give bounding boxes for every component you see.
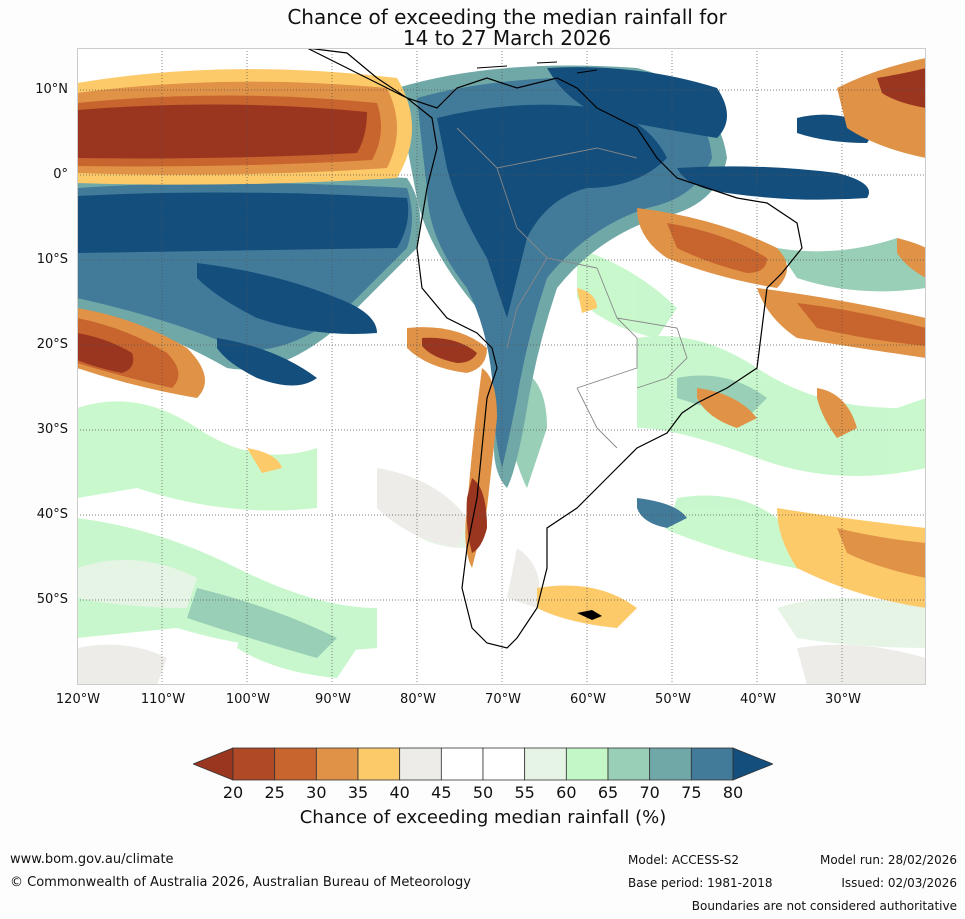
colorbar-tick-label: 75 — [681, 783, 702, 802]
colorbar-tick-label: 80 — [722, 783, 744, 802]
footer-copyright: © Commonwealth of Australia 2026, Austra… — [10, 875, 471, 890]
colorbar-swatch — [565, 747, 609, 781]
colorbar-swatch — [274, 747, 317, 781]
colorbar-tick-label: 20 — [222, 783, 244, 802]
lon-label-110w: 110°W — [140, 692, 186, 707]
colorbar-swatch — [607, 747, 651, 781]
model-run-date: Model run: 28/02/2026 — [819, 853, 957, 867]
lat-label-0: 0° — [53, 167, 68, 182]
colorbar-swatch — [524, 747, 567, 781]
colorbar-swatch — [232, 747, 276, 781]
colorbar — [193, 747, 773, 781]
falkland-islands — [577, 610, 602, 620]
lon-label-80w: 80°W — [400, 692, 436, 707]
base-period: Base period: 1981-2018 — [628, 876, 773, 890]
lon-label-40w: 40°W — [740, 692, 776, 707]
lon-label-120w: 120°W — [55, 692, 101, 707]
lon-label-100w: 100°W — [225, 692, 271, 707]
colorbar-tick-label: 50 — [472, 783, 494, 802]
colorbar-tick-label: 65 — [597, 783, 619, 802]
lat-label-30s: 30°S — [36, 422, 68, 437]
colorbar-tick-label: 30 — [306, 783, 327, 802]
lon-label-70w: 70°W — [485, 692, 521, 707]
teal-patches — [187, 238, 926, 658]
colorbar-tick-label: 60 — [556, 783, 577, 802]
lon-label-90w: 90°W — [315, 692, 351, 707]
boundary-disclaimer: Boundaries are not considered authoritat… — [691, 899, 957, 913]
colorbar-swatch — [315, 747, 359, 781]
colorbar-tick-label: 70 — [639, 783, 660, 802]
lon-label-30w: 30°W — [825, 692, 861, 707]
colorbar-swatch — [357, 747, 401, 781]
lat-label-40s: 40°S — [36, 507, 68, 522]
colorbar-tick-label: 40 — [389, 783, 410, 802]
country-borders — [456, 127, 688, 449]
rainfall-probability-map — [77, 48, 926, 685]
caribbean-islands — [476, 61, 598, 74]
colorbar-tick-label: 55 — [514, 783, 535, 802]
colorbar-tick-label: 35 — [347, 783, 369, 802]
model-name: Model: ACCESS-S2 — [628, 853, 740, 867]
lat-label-20s: 20°S — [36, 337, 68, 352]
lon-label-50w: 50°W — [655, 692, 691, 707]
dry-brown-regions — [77, 58, 926, 628]
colorbar-swatch — [399, 747, 442, 781]
colorbar-max-extension — [732, 747, 773, 781]
south-america-coastline — [306, 48, 803, 649]
colorbar-min-extension — [193, 747, 234, 781]
colorbar-tick-label: 45 — [431, 783, 452, 802]
map-title-line-1: Chance of exceeding the median rainfall … — [287, 5, 727, 29]
footer-url: www.bom.gov.au/climate — [10, 852, 174, 867]
lat-label-10n: 10°N — [35, 82, 68, 97]
lat-label-10s: 10°S — [36, 252, 68, 267]
colorbar-tick-label: 25 — [264, 783, 285, 802]
colorbar-swatch — [440, 747, 484, 781]
colorbar-label: Chance of exceeding median rainfall (%) — [299, 807, 667, 828]
issued-date: Issued: 02/03/2026 — [841, 876, 957, 890]
lon-label-60w: 60°W — [570, 692, 606, 707]
grey-patches — [77, 468, 926, 685]
map-title-line-2: 14 to 27 March 2026 — [402, 26, 612, 50]
colorbar-swatch — [649, 747, 692, 781]
lat-label-50s: 50°S — [36, 592, 68, 607]
colorbar-swatch — [482, 747, 526, 781]
colorbar-swatch — [690, 747, 734, 781]
